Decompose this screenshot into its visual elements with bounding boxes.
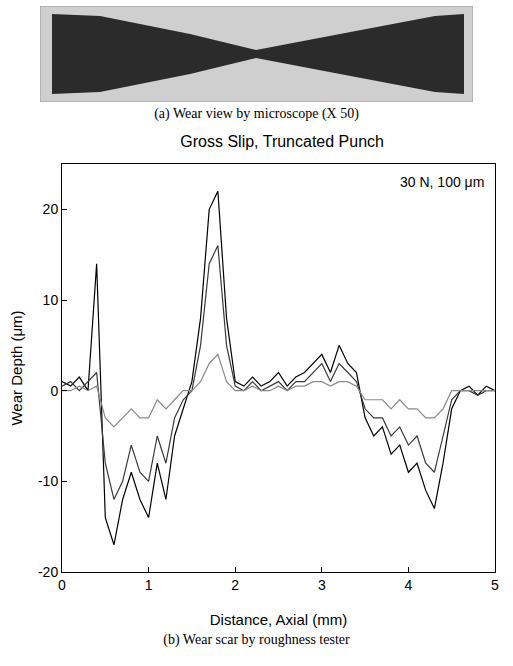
svg-text:3: 3 — [318, 577, 326, 593]
svg-text:-10: -10 — [38, 473, 58, 489]
svg-text:2: 2 — [231, 577, 239, 593]
svg-text:5: 5 — [491, 577, 499, 593]
svg-text:0: 0 — [58, 577, 66, 593]
svg-text:4: 4 — [405, 577, 413, 593]
svg-text:-20: -20 — [38, 564, 58, 580]
svg-text:Distance, Axial (mm): Distance, Axial (mm) — [210, 611, 348, 628]
svg-text:10: 10 — [43, 292, 59, 308]
svg-text:Gross Slip, Truncated Punch: Gross Slip, Truncated Punch — [180, 133, 384, 150]
html-text:(b) Wear scar by roughness tes: (b) Wear scar by roughness tester — [163, 632, 350, 647]
svg-text:0: 0 — [50, 383, 58, 399]
svg-text:20: 20 — [43, 201, 59, 217]
svg-text:30 N, 100 μm: 30 N, 100 μm — [400, 174, 484, 190]
svg-text:Wear Depth (μm): Wear Depth (μm) — [8, 310, 25, 425]
html-text:(a) Wear view by microscope (X: (a) Wear view by microscope (X 50) — [154, 106, 359, 121]
svg-text:1: 1 — [145, 577, 153, 593]
